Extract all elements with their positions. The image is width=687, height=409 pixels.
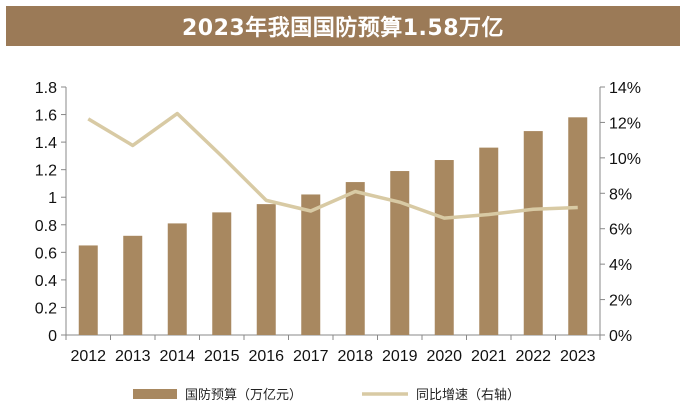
legend: 国防预算（万亿元） 同比增速（右轴） (133, 387, 520, 403)
x-tick-label: 2019 (382, 348, 418, 365)
bar (390, 171, 410, 335)
x-tick-label: 2020 (426, 348, 462, 365)
right-tick-label: 6% (609, 222, 632, 239)
right-tick-label: 0% (609, 328, 632, 345)
bar (345, 182, 365, 335)
legend-line-label: 同比增速（右轴） (416, 388, 520, 403)
x-tick-label: 2013 (115, 348, 151, 365)
left-tick-label: 0 (48, 328, 57, 345)
left-tick-label: 1.6 (35, 108, 57, 125)
x-tick-label: 2014 (159, 348, 195, 365)
growth-line (87, 111, 578, 220)
chart-title: 2023年我国国防预算1.58万亿 (181, 16, 504, 41)
x-tick-label: 2012 (70, 348, 106, 365)
x-tick-labels: 2012 2013 2014 2015 2016 2017 2018 2019 2020 2021… (70, 348, 595, 365)
x-tick-label: 2017 (293, 348, 329, 365)
bar (523, 131, 543, 335)
bar (256, 204, 276, 335)
right-tick-labels: 0% 2% 4% 6% 8% 10% 12% 14% (609, 80, 641, 345)
bar (212, 212, 232, 335)
right-tick-label: 12% (609, 115, 641, 132)
axes-group (61, 86, 605, 340)
right-tick-label: 4% (609, 257, 632, 274)
right-tick-label: 14% (609, 80, 641, 97)
line-group (87, 111, 578, 220)
bar (123, 235, 143, 335)
left-tick-labels: 0 0.2 0.4 0.6 0.8 1 1.2 1.4 1.6 1.8 (35, 80, 57, 345)
left-tick-label: 1.4 (35, 135, 57, 152)
x-tick-label: 2015 (204, 348, 240, 365)
bars-group (78, 117, 588, 335)
bar (479, 147, 499, 335)
left-tick-label: 0.4 (35, 273, 57, 290)
left-tick-label: 0.6 (35, 245, 57, 262)
bar (78, 245, 98, 335)
bar (568, 117, 588, 335)
x-tick-label: 2023 (560, 348, 596, 365)
x-tick-label: 2016 (248, 348, 284, 365)
bar (301, 194, 321, 335)
x-tick-label: 2018 (337, 348, 373, 365)
right-tick-label: 10% (609, 151, 641, 168)
bar (167, 223, 187, 335)
left-tick-label: 0.8 (35, 218, 57, 235)
bar (434, 160, 454, 335)
left-tick-label: 1.8 (35, 80, 57, 97)
left-tick-label: 1 (48, 190, 57, 207)
left-tick-label: 0.2 (35, 300, 57, 317)
right-tick-label: 2% (609, 293, 632, 310)
x-tick-label: 2021 (471, 348, 507, 365)
chart-title-band: 2023年我国国防预算1.58万亿 (6, 6, 680, 46)
right-tick-label: 8% (609, 186, 632, 203)
legend-bar-label: 国防预算（万亿元） (185, 387, 302, 403)
legend-bar-swatch (133, 389, 177, 399)
x-tick-label: 2022 (515, 348, 551, 365)
left-tick-label: 1.2 (35, 163, 57, 180)
